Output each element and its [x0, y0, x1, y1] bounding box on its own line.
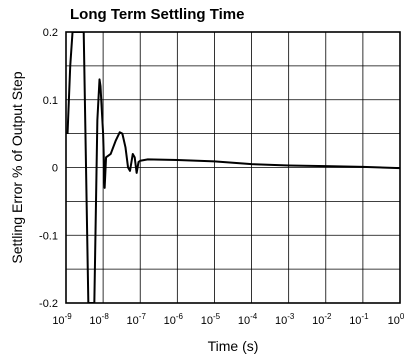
x-tick-label: 100 [388, 312, 405, 327]
y-tick-label: -0.1 [39, 230, 58, 242]
y-tick-label: -0.2 [39, 298, 58, 310]
chart-title: Long Term Settling Time [70, 6, 244, 23]
y-tick-labels: 0.2 0.1 0 -0.1 -0.2 [39, 27, 58, 310]
x-tick-label: 10-8 [89, 312, 109, 327]
y-tick-label: 0.1 [43, 95, 58, 107]
y-axis-label: Settling Error % of Output Step [9, 71, 25, 263]
x-tick-label: 10-4 [238, 312, 258, 327]
x-axis-label: Time (s) [208, 338, 259, 354]
y-tick-label: 0 [52, 163, 58, 175]
x-tick-label: 10-5 [201, 312, 221, 327]
series-layer [66, 32, 400, 303]
x-tick-label: 10-6 [164, 312, 184, 327]
x-tick-label: 10-1 [349, 312, 369, 327]
x-tick-label: 10-7 [127, 312, 147, 327]
x-tick-label: 10-2 [312, 312, 332, 327]
y-tick-label: 0.2 [43, 27, 58, 39]
settling-error-line [66, 32, 400, 303]
x-tick-label: 10-9 [52, 312, 72, 327]
grid [66, 32, 400, 303]
x-tick-labels: 10-9 10-8 10-7 10-6 10-5 10-4 10-3 10-2 10-1 100 [52, 312, 405, 327]
x-tick-label: 10-3 [275, 312, 295, 327]
plot-area-frame [65, 31, 401, 304]
